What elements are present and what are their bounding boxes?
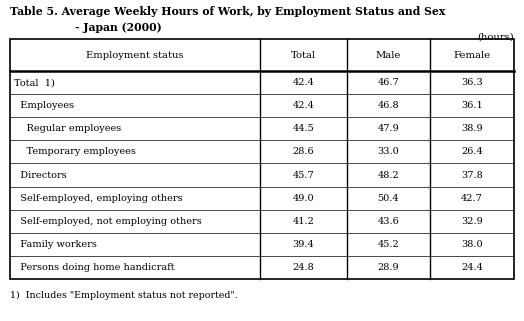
Text: 37.8: 37.8 [461, 170, 483, 179]
Text: 24.4: 24.4 [461, 263, 483, 272]
Text: 45.7: 45.7 [292, 170, 314, 179]
Bar [10, 39, 514, 279]
Text: 46.8: 46.8 [378, 101, 399, 110]
Text: 48.2: 48.2 [378, 170, 399, 179]
Text: Total: Total [291, 50, 316, 59]
Text: Directors: Directors [14, 170, 67, 179]
Text: Total  1): Total 1) [14, 78, 55, 87]
Text: 42.7: 42.7 [461, 194, 483, 203]
Text: Self-employed, not employing others: Self-employed, not employing others [14, 217, 202, 226]
Text: 26.4: 26.4 [461, 147, 483, 156]
Text: 24.8: 24.8 [292, 263, 314, 272]
Text: 38.9: 38.9 [461, 124, 483, 133]
Text: 49.0: 49.0 [293, 194, 314, 203]
Text: 44.5: 44.5 [292, 124, 314, 133]
Text: 50.4: 50.4 [378, 194, 399, 203]
Text: 36.1: 36.1 [461, 101, 483, 110]
Text: Female: Female [453, 50, 490, 59]
Text: - Japan (2000): - Japan (2000) [75, 22, 162, 33]
Text: 43.6: 43.6 [378, 217, 399, 226]
Text: Table 5. Average Weekly Hours of Work, by Employment Status and Sex: Table 5. Average Weekly Hours of Work, b… [10, 6, 445, 17]
Text: 38.0: 38.0 [461, 240, 483, 249]
Text: Employment status: Employment status [86, 50, 184, 59]
Text: Persons doing home handicraft: Persons doing home handicraft [14, 263, 174, 272]
Text: 42.4: 42.4 [292, 101, 314, 110]
Text: 28.6: 28.6 [293, 147, 314, 156]
Text: Regular employees: Regular employees [14, 124, 121, 133]
Text: 32.9: 32.9 [461, 217, 483, 226]
Text: Employees: Employees [14, 101, 74, 110]
Text: 1)  Includes "Employment status not reported".: 1) Includes "Employment status not repor… [10, 291, 238, 300]
Text: 28.9: 28.9 [378, 263, 399, 272]
Text: 41.2: 41.2 [292, 217, 314, 226]
Text: 39.4: 39.4 [292, 240, 314, 249]
Text: 42.4: 42.4 [292, 78, 314, 87]
Text: 47.9: 47.9 [378, 124, 399, 133]
Text: 36.3: 36.3 [461, 78, 483, 87]
Text: Male: Male [376, 50, 401, 59]
Text: 46.7: 46.7 [378, 78, 399, 87]
Text: Family workers: Family workers [14, 240, 97, 249]
Text: Temporary employees: Temporary employees [14, 147, 136, 156]
Text: 45.2: 45.2 [378, 240, 399, 249]
Text: 33.0: 33.0 [378, 147, 399, 156]
Text: (hours): (hours) [477, 33, 514, 42]
Text: Self-employed, employing others: Self-employed, employing others [14, 194, 183, 203]
